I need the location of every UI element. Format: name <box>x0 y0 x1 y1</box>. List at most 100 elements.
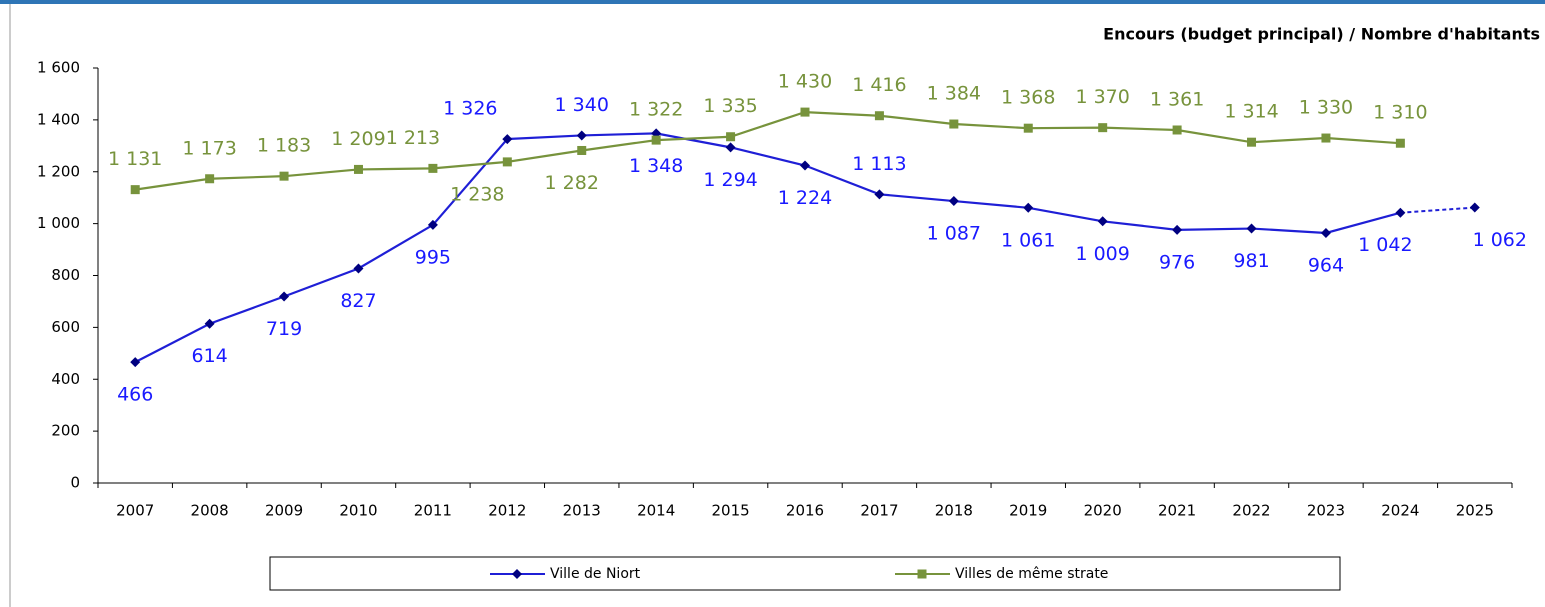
marker <box>205 174 215 184</box>
series-line <box>134 132 1401 364</box>
data-label: 1 322 <box>629 99 683 121</box>
series-line <box>135 110 1401 191</box>
marker <box>800 160 810 171</box>
marker <box>800 107 810 117</box>
data-label: 1 430 <box>778 71 832 93</box>
x-tick-label: 2020 <box>1084 502 1122 520</box>
marker <box>1321 133 1331 143</box>
marker <box>279 171 289 181</box>
marker <box>353 164 363 174</box>
data-label: 1 335 <box>703 95 757 117</box>
marker <box>576 130 587 141</box>
marker <box>1320 227 1331 238</box>
x-tick-label: 2025 <box>1456 502 1494 520</box>
x-tick-label: 2010 <box>339 502 377 520</box>
marker <box>204 318 215 329</box>
data-label: 1 173 <box>182 137 236 159</box>
data-label: 1 183 <box>257 135 311 157</box>
data-label: 1 009 <box>1075 243 1129 265</box>
marker <box>427 219 438 230</box>
data-label: 1 370 <box>1075 86 1129 108</box>
marker <box>1395 138 1405 148</box>
x-tick-label: 2011 <box>414 502 452 520</box>
data-label: 1 061 <box>1001 229 1055 251</box>
x-tick-label: 2023 <box>1307 502 1345 520</box>
marker <box>948 196 959 207</box>
x-tick-label: 2016 <box>786 502 824 520</box>
x-tick-label: 2015 <box>711 502 749 520</box>
data-label: 1 361 <box>1150 88 1204 110</box>
series-line-dashed <box>1400 206 1475 214</box>
data-label: 981 <box>1233 250 1269 272</box>
marker <box>428 163 438 173</box>
data-label: 1 113 <box>852 153 906 175</box>
y-tick-label: 1 600 <box>37 59 80 77</box>
x-tick-label: 2009 <box>265 502 303 520</box>
y-tick-label: 800 <box>51 266 80 284</box>
data-label: 1 294 <box>703 169 757 191</box>
legend-marker <box>917 569 927 579</box>
data-label: 1 042 <box>1358 234 1412 256</box>
x-tick-label: 2017 <box>860 502 898 520</box>
data-label: 719 <box>266 318 302 340</box>
chart-title: Encours (budget principal) / Nombre d'ha… <box>1103 25 1540 44</box>
top-border <box>0 0 1545 4</box>
marker <box>1172 125 1182 135</box>
data-label: 1 330 <box>1299 97 1353 119</box>
data-label: 1 131 <box>108 148 162 170</box>
data-label: 1 238 <box>450 183 504 205</box>
y-tick-label: 1 000 <box>37 214 80 232</box>
data-label: 1 326 <box>443 98 497 120</box>
marker <box>726 132 736 142</box>
data-label: 1 087 <box>927 223 981 245</box>
data-label: 1 416 <box>852 74 906 96</box>
marker <box>130 185 140 195</box>
data-label: 1 062 <box>1473 229 1527 251</box>
data-label: 827 <box>340 290 376 312</box>
y-tick-label: 1 400 <box>37 110 80 128</box>
marker <box>353 263 364 274</box>
y-tick-label: 0 <box>70 474 80 492</box>
marker <box>279 291 290 302</box>
x-tick-label: 2019 <box>1009 502 1047 520</box>
legend-marker <box>512 569 522 579</box>
marker <box>1097 216 1108 227</box>
marker <box>725 142 736 153</box>
data-label: 1 282 <box>545 172 599 194</box>
x-tick-label: 2014 <box>637 502 675 520</box>
marker <box>874 111 884 121</box>
y-tick-label: 200 <box>51 422 80 440</box>
marker <box>874 189 885 200</box>
data-label: 976 <box>1159 251 1195 273</box>
legend-label: Ville de Niort <box>550 566 641 582</box>
data-label: 614 <box>191 345 227 367</box>
x-tick-label: 2021 <box>1158 502 1196 520</box>
x-tick-label: 2018 <box>935 502 973 520</box>
data-label: 1 209 <box>331 128 385 150</box>
marker <box>1098 123 1108 133</box>
x-tick-label: 2024 <box>1381 502 1419 520</box>
marker <box>1469 202 1480 213</box>
data-label: 1 348 <box>629 155 683 177</box>
legend-box <box>269 556 1341 591</box>
marker <box>949 119 959 129</box>
marker <box>1172 224 1183 235</box>
data-label: 1 213 <box>386 127 440 149</box>
data-label: 1 340 <box>555 94 609 116</box>
marker <box>1247 137 1257 147</box>
y-tick-label: 600 <box>51 318 80 336</box>
data-label: 1 314 <box>1224 101 1278 123</box>
marker <box>1023 123 1033 133</box>
data-label: 1 368 <box>1001 87 1055 109</box>
data-label: 995 <box>415 246 451 268</box>
data-label: 466 <box>117 384 153 406</box>
x-tick-label: 2012 <box>488 502 526 520</box>
marker <box>651 135 661 145</box>
data-label: 1 310 <box>1373 102 1427 124</box>
x-tick-label: 2007 <box>116 502 154 520</box>
y-tick-label: 1 200 <box>37 162 80 180</box>
x-tick-label: 2008 <box>191 502 229 520</box>
legend-label: Villes de même strate <box>955 566 1108 582</box>
marker <box>1395 207 1406 218</box>
